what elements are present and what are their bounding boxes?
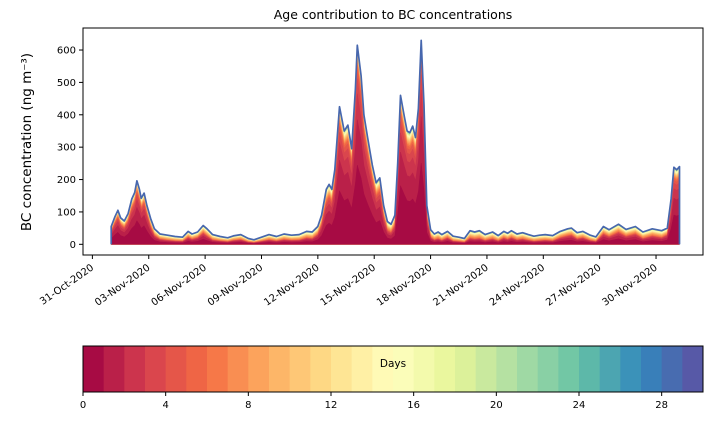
colorbar-segment-3 (145, 346, 167, 392)
colorbar-segment-14 (372, 346, 394, 392)
y-tick-label: 200 (57, 175, 76, 186)
age-layer-6 (110, 58, 680, 245)
age-layer-1 (110, 116, 680, 245)
stacked-area-plot: 0 100 200 300 400 500 600 31-Oct-202003-Nov-202… (38, 27, 704, 309)
axes-spines (82, 27, 704, 256)
colorbar: 0 4 8 12 16 20 24 28 (80, 345, 704, 411)
colorbar-segment-26 (620, 346, 642, 392)
x-tick-label: 27-Nov-2020 (544, 262, 603, 308)
colorbar-segment-1 (103, 346, 125, 392)
age-layer-9 (110, 52, 680, 245)
colorbar-segment-21 (517, 346, 539, 392)
y-tick-label: 0 (70, 240, 76, 251)
x-tick-label: 15-Nov-2020 (319, 262, 378, 308)
age-layer-0 (110, 163, 680, 245)
colorbar-segment-23 (558, 346, 580, 392)
colorbar-segment-5 (186, 346, 208, 392)
x-tick-label: 21-Nov-2020 (431, 262, 490, 308)
colorbar-tick-label: 12 (325, 400, 338, 411)
colorbar-segment-29 (682, 346, 704, 392)
colorbar-segment-28 (661, 346, 683, 392)
age-layer-2 (110, 89, 680, 245)
age-layer-10 (110, 51, 680, 245)
colorbar-label: Days (379, 358, 407, 370)
y-tick-label: 300 (57, 143, 76, 154)
x-tick-label: 30-Nov-2020 (600, 262, 659, 308)
colorbar-segment-13 (351, 346, 373, 392)
y-tick-label: 500 (57, 78, 76, 89)
x-tick-label: 31-Oct-2020 (38, 262, 96, 307)
colorbar-segment-12 (331, 346, 353, 392)
x-tick-label: 09-Nov-2020 (206, 262, 265, 308)
x-tick-label: 03-Nov-2020 (93, 262, 152, 308)
colorbar-segment-16 (413, 346, 435, 392)
colorbar-segment-19 (475, 346, 497, 392)
colorbar-segment-2 (124, 346, 146, 392)
colorbar-segments (83, 346, 704, 392)
y-tick-label: 600 (57, 46, 76, 57)
colorbar-tick-label: 0 (80, 400, 86, 411)
colorbar-segment-10 (289, 346, 311, 392)
colorbar-tick-label: 20 (490, 400, 503, 411)
colorbar-segment-9 (269, 346, 291, 392)
x-ticks: 31-Oct-202003-Nov-202006-Nov-202009-Nov-… (38, 255, 660, 309)
chart-title: Age contribution to BC concentrations (273, 7, 513, 22)
x-tick-label: 12-Nov-2020 (262, 262, 321, 308)
colorbar-segment-4 (165, 346, 187, 392)
colorbar-segment-25 (599, 346, 621, 392)
colorbar-tick-label: 16 (407, 400, 420, 411)
colorbar-segment-20 (496, 346, 518, 392)
age-layer-8 (110, 54, 680, 245)
x-tick-label: 06-Nov-2020 (150, 262, 209, 308)
colorbar-border (82, 345, 704, 393)
total-bc-line (110, 39, 681, 245)
colorbar-segment-27 (641, 346, 663, 392)
y-tick-label: 100 (57, 207, 76, 218)
y-tick-label: 400 (57, 110, 76, 121)
colorbar-ticks: 0 4 8 12 16 20 24 28 (80, 392, 668, 411)
y-ticks: 0 100 200 300 400 500 600 (57, 46, 83, 251)
colorbar-segment-0 (83, 346, 105, 392)
colorbar-segment-22 (537, 346, 559, 392)
age-layer-7 (110, 56, 680, 245)
colorbar-segment-6 (207, 346, 229, 392)
colorbar-segment-7 (227, 346, 249, 392)
colorbar-tick-label: 28 (655, 400, 668, 411)
age-layer-3 (110, 74, 680, 245)
x-tick-label: 18-Nov-2020 (375, 262, 434, 308)
colorbar-segment-15 (393, 346, 415, 392)
colorbar-segment-8 (248, 346, 270, 392)
colorbar-tick-label: 8 (245, 400, 251, 411)
colorbar-segment-18 (455, 346, 477, 392)
colorbar-segment-24 (579, 346, 601, 392)
colorbar-segment-11 (310, 346, 332, 392)
colorbar-tick-label: 24 (573, 400, 586, 411)
colorbar-tick-label: 4 (162, 400, 168, 411)
colorbar-segment-17 (434, 346, 456, 392)
x-tick-label: 24-Nov-2020 (488, 262, 547, 308)
